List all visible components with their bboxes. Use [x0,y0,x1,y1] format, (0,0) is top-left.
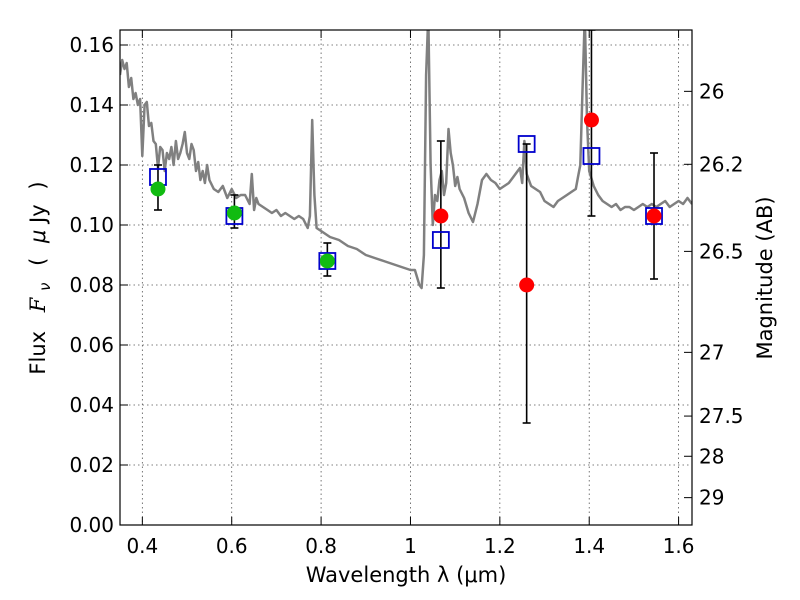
y-axis-label: Flux F ν ( μ Jy ) [26,181,55,374]
magnitude-tick-label: 26.5 [699,239,744,263]
model-square-marker [645,207,663,225]
x-tick-label: 0.4 [126,534,158,558]
y-tick-label: 0.14 [69,93,114,117]
y-tick-label: 0.02 [69,453,114,477]
model-square-marker [582,147,601,165]
grid-lines [120,30,692,526]
y-tick-label: 0.08 [69,273,114,297]
observed-point-layer [150,112,662,293]
y-tick-labels: 0.00 0.02 0.04 0.06 0.08 0.10 0.12 0.14 0.16 [69,33,114,537]
x-axis-label: Wavelength λ (μm) [306,563,507,587]
magnitude-tick-label: 29 [699,486,724,510]
observed-point-red [519,277,535,293]
y-tick-label: 0.16 [69,33,114,57]
x-tick-label: 1 [404,534,417,558]
observed-point-green [319,253,335,269]
y-axis-label-open: ( [26,258,50,266]
model-square-layer [149,135,663,270]
observed-point-red [433,208,449,224]
x-tick-label: 1.6 [663,534,695,558]
magnitude-tick-label: 27 [699,340,724,364]
plot-background [120,30,692,525]
model-square-marker [318,252,337,270]
observed-point-green [150,181,166,197]
template-spectrum-layer [120,30,692,290]
magnitude-tick-label: 26 [699,79,724,103]
y-axis-label-prefix: Flux [26,331,50,375]
y-axis-label-var: F [26,296,50,313]
observed-point-red [583,112,599,128]
observed-point-green [226,205,242,221]
magnitude-tick-label: 28 [699,444,724,468]
x-tick-labels: 0.4 0.6 0.8 1 1.2 1.4 1.6 [126,534,694,558]
observed-point-red [646,208,662,224]
y-axis-label-unit: Jy [26,204,50,225]
magnitude-tick-labels: 26 26.2 26.5 27 27.5 28 29 [699,79,744,509]
tick-marks [120,30,692,526]
plot-frame [119,29,693,526]
y-tick-label: 0.12 [69,153,114,177]
y-tick-label: 0.06 [69,333,114,357]
magnitude-tick-label: 27.5 [699,404,744,428]
x-tick-label: 1.4 [573,534,605,558]
y-tick-label: 0.10 [69,213,114,237]
magnitude-tick-label: 26.2 [699,152,744,176]
x-tick-label: 0.6 [216,534,248,558]
template-spectrum-line [120,30,692,290]
y-axis-label-sub: ν [36,283,54,291]
x-tick-label: 0.8 [305,534,337,558]
y-tick-label: 0.00 [69,513,114,537]
x-tick-label: 1.2 [484,534,516,558]
y-axis-label-mu: μ [26,230,50,244]
y-tick-label: 0.04 [69,393,114,417]
model-square-marker [431,231,450,249]
magnitude-axis-label: Magnitude (AB) [753,196,777,359]
y-axis-label-close: ) [26,181,50,189]
model-square-marker [517,135,536,153]
